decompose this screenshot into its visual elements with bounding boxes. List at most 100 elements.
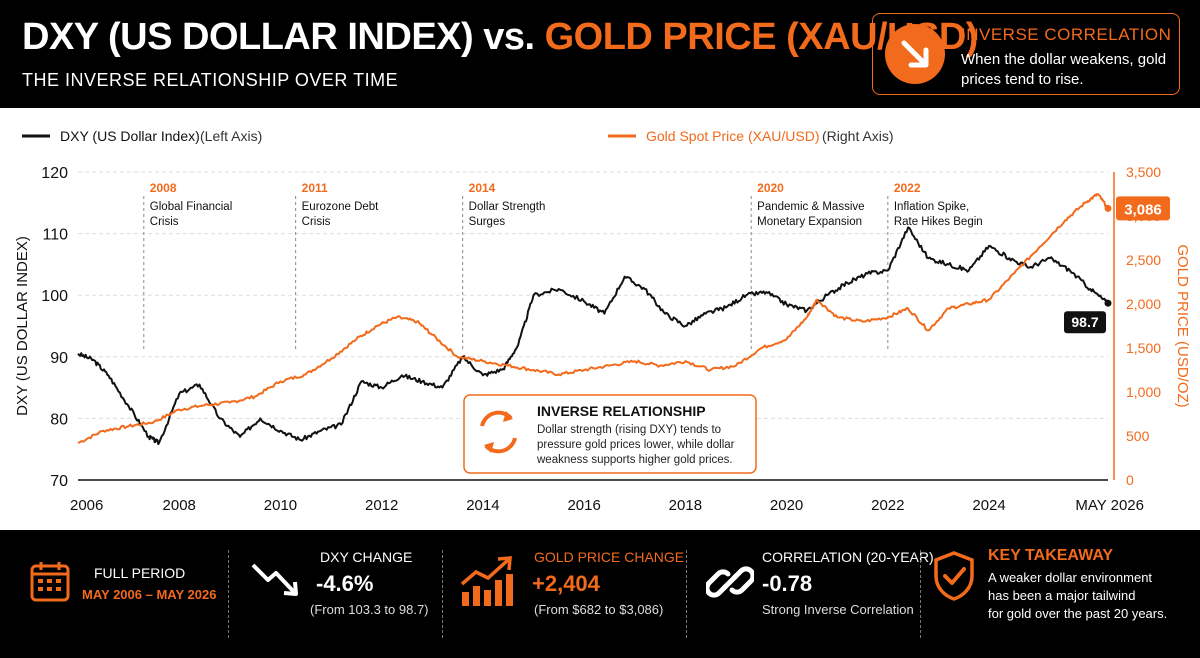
series-lines bbox=[77, 193, 1109, 446]
annotation-text: Monetary Expansion bbox=[757, 216, 862, 228]
dxy-change-label: DXY CHANGE bbox=[320, 549, 413, 565]
y-tick-label-right: 1,000 bbox=[1126, 384, 1161, 400]
page-subtitle: THE INVERSE RELATIONSHIP OVER TIME bbox=[22, 70, 399, 90]
dxy-end-value: 98.7 bbox=[1071, 314, 1098, 330]
x-tick-label: 2020 bbox=[770, 497, 803, 514]
stats-footer: FULL PERIOD MAY 2006 – MAY 2026 DXY CHAN… bbox=[0, 530, 1200, 658]
divider bbox=[686, 550, 687, 638]
shield-check-icon bbox=[934, 551, 974, 601]
y-tick-label-left: 90 bbox=[50, 350, 68, 367]
dxy-gold-chart: DXY (US Dollar Index) (Left Axis) Gold S… bbox=[14, 128, 1191, 514]
inverse-relationship-inset: INVERSE RELATIONSHIP Dollar strength (ri… bbox=[463, 394, 757, 474]
gold-end-badge bbox=[1116, 196, 1170, 221]
annotation-text: Crisis bbox=[302, 216, 331, 228]
takeaway-line-3: for gold over the past 20 years. bbox=[988, 606, 1168, 621]
dxy-end-point bbox=[1104, 299, 1112, 307]
y-tick-label-right: 0 bbox=[1126, 472, 1134, 488]
x-tick-label: 2012 bbox=[365, 497, 398, 514]
page-title: DXY (US DOLLAR INDEX) vs. GOLD PRICE (XA… bbox=[22, 16, 978, 59]
y-tick-label-left: 100 bbox=[41, 288, 68, 305]
correlation-value: -0.78 bbox=[762, 571, 813, 596]
inset-line-2: pressure gold prices lower, while dollar bbox=[537, 439, 735, 451]
y-axis-left-label: DXY (US DOLLAR INDEX) bbox=[14, 236, 31, 416]
legend-dxy-label: DXY (US Dollar Index) bbox=[60, 128, 200, 144]
gold-end-point bbox=[1104, 204, 1112, 212]
annotation-year: 2011 bbox=[302, 181, 328, 195]
x-tick-label: MAY 2026 bbox=[1075, 497, 1144, 514]
gold-change-sub: (From $682 to $3,086) bbox=[534, 602, 664, 617]
y-tick-label-right: 1,500 bbox=[1126, 340, 1161, 356]
dxy-end-badge bbox=[1064, 311, 1106, 334]
annotation-text: Rate Hikes Begin bbox=[894, 216, 983, 228]
y-tick-label-left: 80 bbox=[50, 411, 68, 428]
annotation-text: Dollar Strength bbox=[469, 201, 546, 213]
y-axis-right-label: GOLD PRICE (USD/OZ) bbox=[1174, 244, 1191, 407]
stat-key-takeaway: KEY TAKEAWAY A weaker dollar environment… bbox=[922, 530, 1200, 658]
trend-down-icon bbox=[251, 563, 298, 596]
divider bbox=[228, 550, 229, 638]
stat-correlation: CORRELATION (20-YEAR) -0.78 Strong Inver… bbox=[688, 530, 934, 658]
x-tick-label: 2010 bbox=[264, 497, 297, 514]
dxy-change-value: -4.6% bbox=[316, 571, 374, 596]
bar-chart-up-icon bbox=[460, 556, 513, 606]
stat-gold-change: GOLD PRICE CHANGE +2,404 (From $682 to $… bbox=[444, 530, 684, 658]
inset-line-3: weakness supports higher gold prices. bbox=[536, 454, 733, 466]
dxy-line bbox=[77, 226, 1109, 446]
annotation-text: Surges bbox=[469, 216, 506, 228]
takeaway-label: KEY TAKEAWAY bbox=[988, 547, 1114, 564]
x-tick-label: 2016 bbox=[567, 497, 600, 514]
gold-change-value: +2,404 bbox=[532, 571, 600, 596]
y-tick-label-left: 70 bbox=[50, 473, 68, 490]
axes: 70 80 90 100 110 120 0 500 1,000 1,500 2,000 2,500 3… bbox=[41, 164, 1161, 514]
inset-line-1: Dollar strength (rising DXY) tends to bbox=[537, 424, 721, 436]
gold-price-line bbox=[77, 193, 1109, 444]
y-tick-label-right: 2,000 bbox=[1126, 296, 1161, 312]
y-tick-label-left: 110 bbox=[42, 227, 68, 244]
cycle-arrows-icon bbox=[480, 410, 517, 454]
stat-full-period: FULL PERIOD MAY 2006 – MAY 2026 bbox=[0, 530, 228, 658]
period-label: FULL PERIOD bbox=[94, 565, 186, 581]
event-annotations: 2008 Global Financial Crisis 2011 Eurozone D… bbox=[143, 181, 983, 350]
gold-end-value: 3,086 bbox=[1124, 201, 1162, 218]
correlation-label: CORRELATION (20-YEAR) bbox=[762, 549, 934, 565]
calendar-icon bbox=[30, 562, 70, 602]
annotation-text: Eurozone Debt bbox=[302, 201, 380, 213]
dxy-change-sub: (From 103.3 to 98.7) bbox=[310, 602, 429, 617]
y-tick-label-right: 2,500 bbox=[1126, 252, 1161, 268]
annotation-text: Crisis bbox=[150, 216, 179, 228]
annotation-year: 2020 bbox=[757, 181, 784, 195]
legend-gold-axis: (Right Axis) bbox=[822, 128, 894, 144]
title-dxy-part: DXY (US DOLLAR INDEX) vs. bbox=[22, 16, 535, 58]
arrow-down-right-icon bbox=[885, 24, 945, 84]
inverse-correlation-callout: INVERSE CORRELATION When the dollar weak… bbox=[872, 13, 1180, 95]
y-tick-label-right: 500 bbox=[1126, 428, 1150, 444]
legend-dxy-axis: (Left Axis) bbox=[200, 128, 262, 144]
takeaway-line-2: has been a major tailwind bbox=[988, 588, 1136, 603]
annotation-year: 2008 bbox=[150, 181, 177, 195]
inset-title: INVERSE RELATIONSHIP bbox=[537, 403, 706, 419]
header: DXY (US DOLLAR INDEX) vs. GOLD PRICE (XA… bbox=[0, 0, 1200, 108]
annotation-text: Pandemic & Massive bbox=[757, 201, 864, 213]
divider bbox=[920, 550, 921, 638]
x-tick-label: 2022 bbox=[871, 497, 904, 514]
takeaway-line-1: A weaker dollar environment bbox=[988, 570, 1153, 585]
x-tick-label: 2018 bbox=[669, 497, 702, 514]
x-tick-label: 2024 bbox=[972, 497, 1005, 514]
gold-change-label: GOLD PRICE CHANGE bbox=[534, 549, 685, 565]
correlation-sub: Strong Inverse Correlation bbox=[762, 602, 914, 617]
x-tick-label: 2006 bbox=[70, 497, 103, 514]
y-tick-label-right: 3,500 bbox=[1126, 164, 1161, 180]
period-value: MAY 2006 – MAY 2026 bbox=[82, 587, 217, 602]
annotation-text: Global Financial bbox=[150, 201, 232, 213]
annotation-year: 2022 bbox=[894, 181, 921, 195]
legend-gold-label: Gold Spot Price (XAU/USD) bbox=[646, 128, 820, 144]
divider bbox=[442, 550, 443, 638]
annotation-year: 2014 bbox=[469, 181, 496, 195]
callout-text: When the dollar weakens, gold prices ten… bbox=[961, 51, 1167, 88]
x-tick-label: 2014 bbox=[466, 497, 499, 514]
link-icon bbox=[706, 566, 754, 598]
end-labels: 3,086 98.7 bbox=[1064, 196, 1170, 334]
callout-title: INVERSE CORRELATION bbox=[961, 25, 1172, 44]
x-tick-label: 2008 bbox=[163, 497, 196, 514]
y-tick-label-left: 120 bbox=[41, 165, 68, 182]
